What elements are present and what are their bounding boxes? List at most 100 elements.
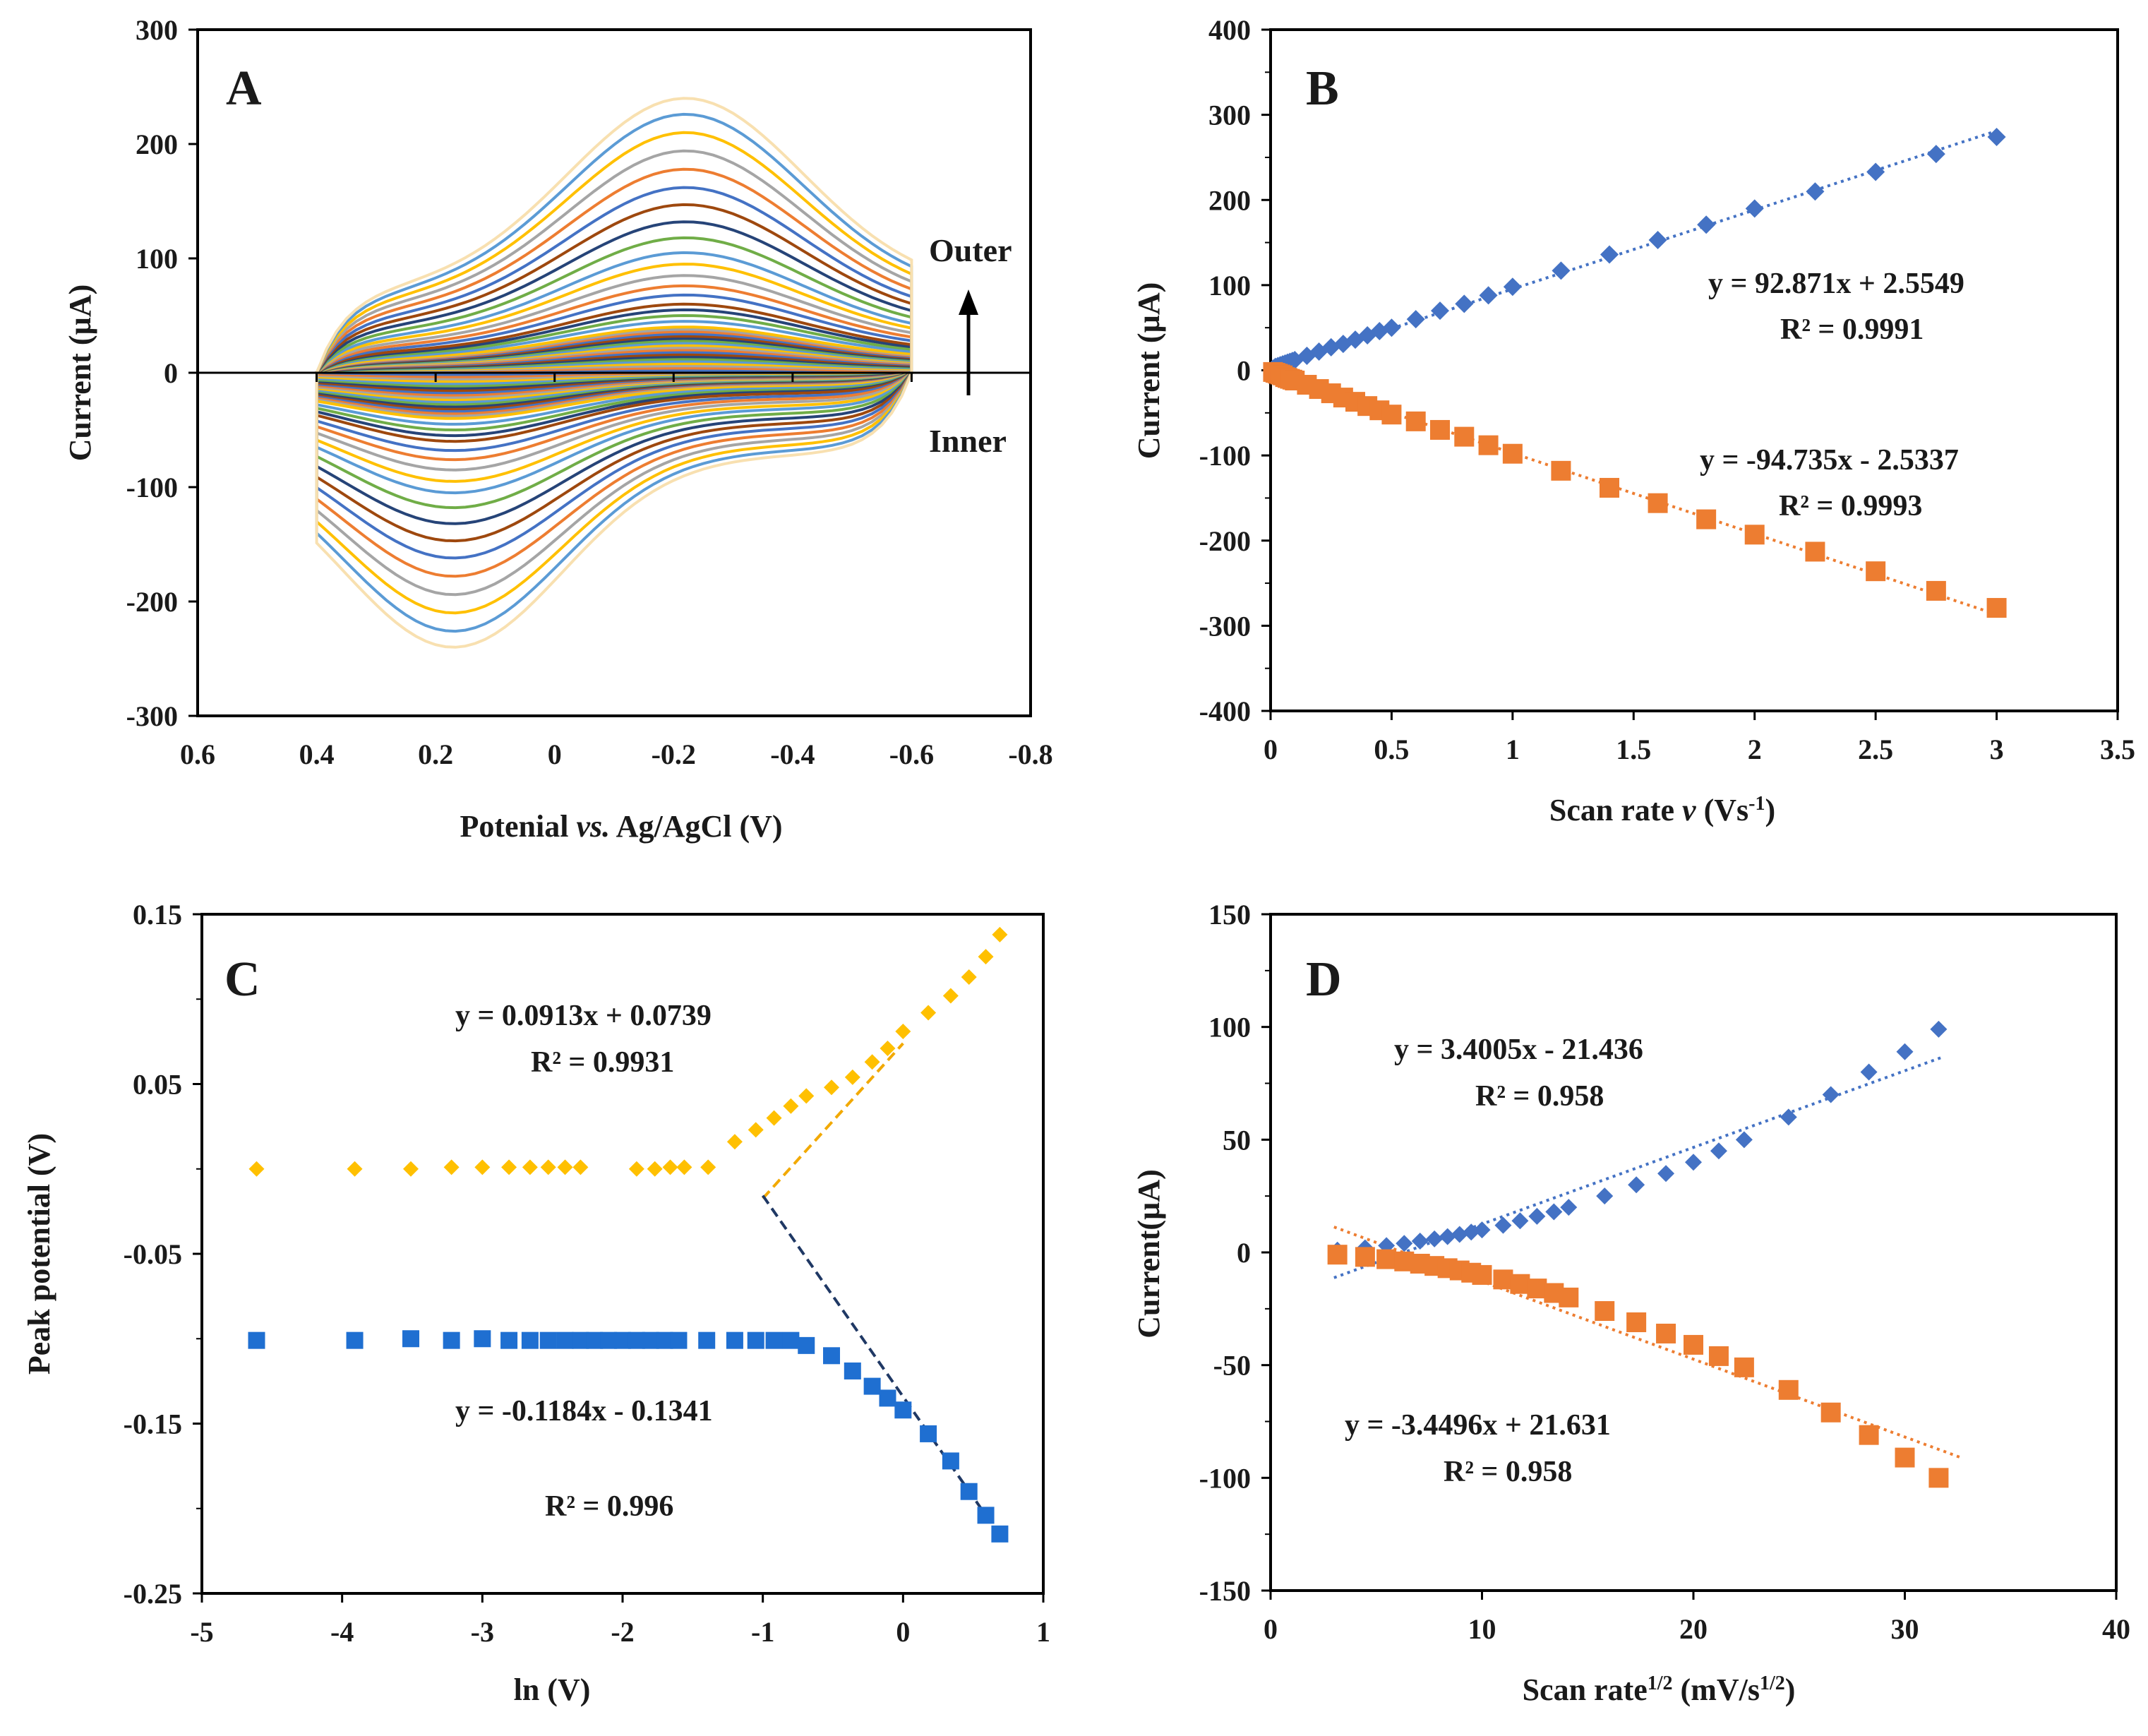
anodic-data-point: [676, 1159, 692, 1175]
cathodic-data-point: [402, 1330, 420, 1348]
anodic-data-point: [700, 1159, 716, 1175]
y-tick-label: -300: [1199, 610, 1251, 642]
panel-b: 0 0.5 1 1.5 2 2.5 3 3.5 400 300 200 100 0 -100 -200 -30…: [1132, 14, 2135, 827]
x-tick-label: 0.2: [418, 738, 453, 770]
x-tick-label: 1: [1506, 734, 1520, 765]
anodic-data-point: [798, 1088, 815, 1104]
anodic-data-point: [1382, 318, 1401, 337]
cathodic-data-point: [823, 1347, 841, 1365]
cathodic-data-point: [894, 1401, 912, 1419]
x-tick-label: -0.8: [1008, 738, 1052, 770]
anodic-data-point: [1987, 127, 2006, 146]
anodic-data-point: [1528, 1207, 1546, 1225]
cathodic-data-point: [1355, 1247, 1375, 1267]
cathodic-data-point: [1895, 1447, 1915, 1468]
cathodic-data-point: [942, 1452, 959, 1470]
x-tick-label: 40: [2102, 1613, 2130, 1645]
anodic-data-point: [1896, 1043, 1914, 1060]
cathodic-data-point: [1744, 525, 1765, 545]
y-tick-label: -150: [1199, 1575, 1251, 1607]
y-tick-label: -0.05: [124, 1238, 182, 1270]
x-tick-label: -0.6: [889, 738, 934, 770]
panel-c: -5 -4 -3 -2 -1 0 1 0.15 0.05 -0.05 -0.15 -0.25 C y …: [22, 899, 1050, 1707]
anodic-data-point: [647, 1161, 663, 1177]
y-tick-label: 0.15: [133, 899, 182, 930]
anodic-data-point: [1545, 1203, 1563, 1221]
x-tick-label: -4: [330, 1616, 354, 1648]
cathodic-data-point: [1928, 1468, 1949, 1488]
cathodic-data-point: [1478, 435, 1499, 455]
anodic-data-point: [1860, 1063, 1878, 1081]
anodic-data-point: [1431, 301, 1449, 321]
x-tick-label: 2: [1748, 734, 1762, 765]
y-tick-label: 0: [1237, 1237, 1251, 1269]
anodic-data-point: [1411, 1233, 1429, 1250]
anodic-data-point: [1503, 277, 1522, 297]
x-tick-label: 0.4: [299, 738, 335, 770]
cathodic-data-point: [1696, 509, 1717, 529]
x-tick-label: 2.5: [1858, 734, 1893, 765]
panel-a-inner-label: Inner: [929, 423, 1007, 459]
panel-c-ylabel: Peak potential (V): [22, 1133, 56, 1375]
anodic-data-point: [1657, 1165, 1675, 1183]
anodic-data-point: [766, 1110, 782, 1126]
cathodic-data-point: [1559, 1287, 1579, 1307]
anodic-data-point: [992, 926, 1008, 942]
y-tick-label: -200: [126, 586, 178, 618]
panel-c-xlabel: ln (V): [514, 1672, 591, 1707]
cathodic-data-point: [1684, 1334, 1703, 1355]
anodic-data-point: [522, 1159, 538, 1175]
x-tick-label: 20: [1679, 1613, 1708, 1645]
cathodic-data-point: [765, 1331, 783, 1349]
panel-c-cathodic-r2: R² = 0.996: [545, 1490, 673, 1523]
panel-d-anodic-r2: R² = 0.958: [1475, 1080, 1604, 1113]
anodic-data-point: [1745, 199, 1764, 218]
panel-a-axes: 0.6 0.4 0.2 0 -0.2 -0.4 -0.6 -0.8 300 200 100 0 -100…: [126, 14, 1053, 770]
cathodic-data-point: [346, 1331, 364, 1349]
panel-c-markers: [248, 926, 1009, 1543]
panel-a-ylabel: Current (µA): [63, 285, 97, 462]
y-tick-label: -400: [1199, 695, 1251, 727]
y-tick-label: -300: [126, 700, 178, 732]
cathodic-data-point: [1626, 1312, 1647, 1332]
anodic-data-point: [1685, 1154, 1702, 1171]
anodic-data-point: [540, 1159, 556, 1175]
anodic-data-point: [978, 949, 994, 965]
x-tick-label: 0: [1264, 734, 1278, 765]
anodic-data-point: [942, 988, 959, 1004]
x-tick-label: -0.2: [652, 738, 696, 770]
anodic-data-point: [1439, 1228, 1456, 1245]
y-tick-label: -100: [1199, 1462, 1251, 1494]
anodic-data-point: [1926, 145, 1945, 164]
anodic-data-point: [783, 1098, 799, 1114]
anodic-data-point: [1648, 230, 1667, 249]
cathodic-data-point: [1805, 541, 1825, 562]
cathodic-data-point: [1472, 1264, 1492, 1285]
y-tick-label: 150: [1208, 899, 1251, 930]
x-tick-label: 1.5: [1616, 734, 1651, 765]
panel-c-fit-lines: [762, 1042, 1002, 1536]
anodic-data-point: [1806, 182, 1825, 201]
cathodic-data-point: [1778, 1379, 1799, 1400]
anodic-data-point: [880, 1040, 896, 1056]
cathodic-data-point: [1859, 1425, 1879, 1445]
cathodic-data-point: [1430, 419, 1450, 440]
panel-b-anodic-r2: R² = 0.9991: [1780, 313, 1924, 346]
anodic-data-point: [1552, 261, 1571, 280]
anodic-data-point: [1511, 1212, 1529, 1230]
cathodic-fit-line: [762, 1195, 1002, 1536]
x-tick-label: 0: [1264, 1613, 1278, 1645]
anodic-data-point: [1473, 1221, 1491, 1239]
y-tick-label: 100: [136, 243, 178, 275]
y-tick-label: 200: [1208, 184, 1251, 216]
anodic-data-point: [1494, 1216, 1512, 1234]
anodic-data-point: [864, 1054, 880, 1070]
cathodic-data-point: [1986, 598, 2007, 618]
panel-d-cathodic-r2: R² = 0.958: [1444, 1456, 1572, 1488]
panel-d-anodic-equation: y = 3.4005x - 21.436: [1394, 1034, 1643, 1066]
x-tick-label: 30: [1891, 1613, 1919, 1645]
x-tick-label: 3: [1990, 734, 2004, 765]
cathodic-data-point: [1405, 411, 1426, 431]
cathodic-data-point: [1595, 1301, 1615, 1322]
anodic-data-point: [748, 1122, 764, 1138]
